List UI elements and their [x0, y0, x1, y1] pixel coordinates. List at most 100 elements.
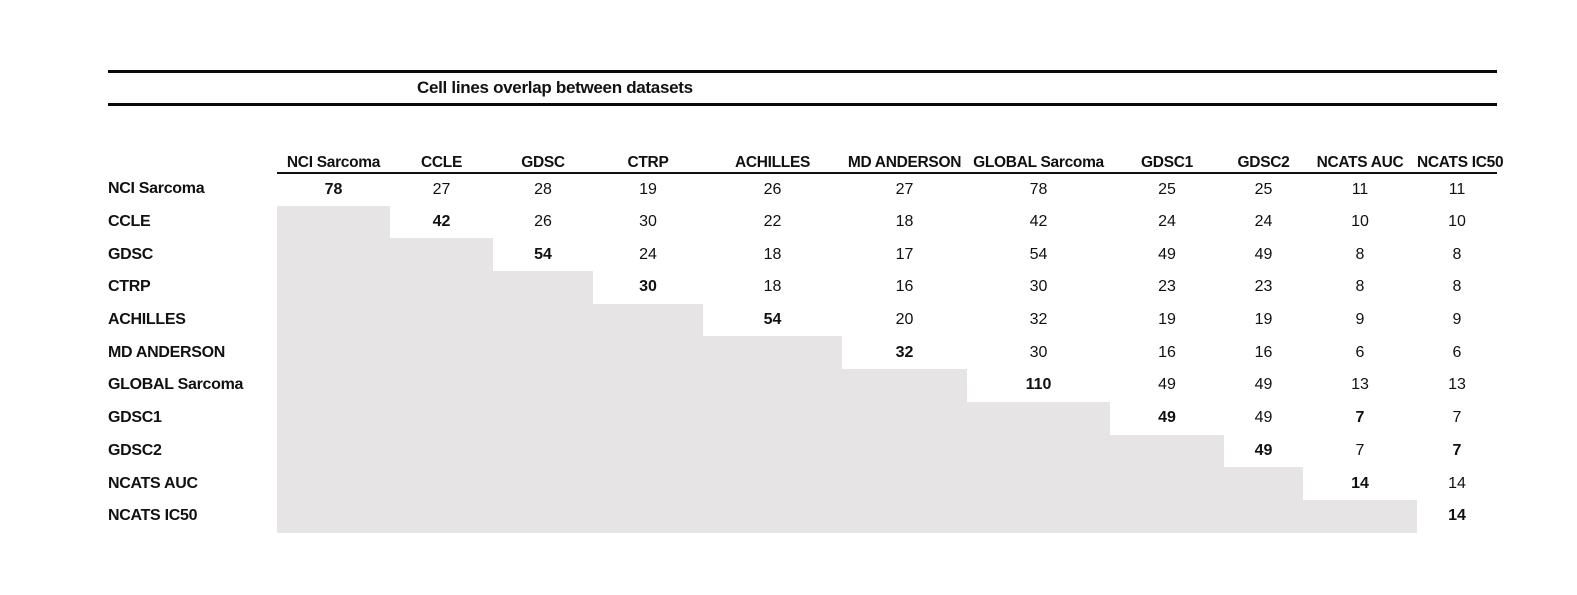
- shaded-cell: [593, 434, 703, 468]
- table-row: ACHILLES 54 20 32 19 19 9 9: [108, 303, 1497, 337]
- matrix-cell: 49: [1158, 245, 1176, 263]
- matrix-cell: 17: [895, 245, 914, 263]
- column-header: CCLE: [390, 142, 493, 174]
- row-label: NCATS AUC: [108, 474, 198, 492]
- row-label: CTRP: [108, 278, 151, 296]
- shaded-cell: [703, 467, 842, 500]
- shaded-cell: [493, 369, 593, 402]
- matrix-cell: 19: [639, 180, 657, 198]
- shaded-cell: [1110, 467, 1224, 500]
- matrix-cell: 14: [1351, 474, 1369, 492]
- table-row: NCI Sarcoma 78 27 28 19 26 27 78 25 25 11 11: [108, 173, 1497, 206]
- shaded-cell: [842, 467, 967, 500]
- matrix-cell: 54: [763, 311, 782, 329]
- table-row: NCATS AUC 14 14: [108, 467, 1497, 500]
- shaded-cell: [593, 336, 703, 370]
- shaded-cell: [277, 336, 390, 370]
- shaded-cell: [493, 303, 593, 337]
- column-header: ACHILLES: [703, 142, 842, 174]
- shaded-cell: [493, 467, 593, 500]
- shaded-cell: [277, 467, 390, 500]
- overlap-matrix-table: NCI Sarcoma CCLE GDSC CTRP ACHILLES MD ANDERS…: [108, 142, 1504, 533]
- shaded-cell: [593, 303, 703, 337]
- table-title: Cell lines overlap between datasets: [108, 70, 1497, 106]
- row-label: GDSC2: [108, 441, 162, 459]
- shaded-cell: [277, 369, 390, 402]
- table-row: GLOBAL Sarcoma 110 49 49 13 13: [108, 369, 1497, 402]
- matrix-cell: 49: [1254, 376, 1273, 394]
- matrix-cell: 9: [1452, 311, 1462, 329]
- shaded-cell: [493, 434, 593, 468]
- shaded-cell: [277, 499, 390, 533]
- table-row: GDSC2 49 7 7: [108, 434, 1497, 468]
- matrix-cell: 42: [432, 213, 451, 231]
- matrix-cell: 32: [1029, 311, 1048, 329]
- row-label: GLOBAL Sarcoma: [108, 376, 244, 394]
- matrix-cell: 54: [534, 245, 552, 263]
- shaded-cell: [842, 499, 967, 533]
- table-figure: Cell lines overlap between datasets NCI …: [108, 70, 1504, 533]
- shaded-cell: [842, 401, 967, 435]
- row-label: MD ANDERSON: [108, 343, 225, 361]
- shaded-cell: [842, 369, 967, 402]
- shaded-cell: [390, 271, 493, 304]
- matrix-cell: 8: [1355, 245, 1365, 263]
- matrix-cell: 14: [1448, 474, 1466, 492]
- row-label: NCATS IC50: [108, 507, 198, 525]
- matrix-cell: 26: [534, 213, 552, 231]
- shaded-cell: [703, 499, 842, 533]
- matrix-cell: 27: [432, 180, 451, 198]
- matrix-cell: 28: [534, 180, 552, 198]
- matrix-cell: 13: [1448, 376, 1466, 394]
- matrix-cell: 30: [1029, 343, 1048, 361]
- shaded-cell: [703, 369, 842, 402]
- matrix-cell: 9: [1355, 311, 1365, 329]
- shaded-cell: [593, 467, 703, 500]
- row-label: ACHILLES: [108, 311, 186, 329]
- column-header-row: NCI Sarcoma CCLE GDSC CTRP ACHILLES MD ANDERS…: [108, 142, 1504, 174]
- shaded-cell: [390, 467, 493, 500]
- matrix-cell: 10: [1351, 213, 1369, 231]
- matrix-cell: 49: [1158, 376, 1176, 394]
- table-row: GDSC 54 24 18 17 54 49 49 8 8: [108, 238, 1497, 272]
- matrix-cell: 22: [763, 213, 782, 231]
- matrix-cell: 23: [1254, 278, 1273, 296]
- shaded-cell: [593, 401, 703, 435]
- shaded-cell: [1224, 467, 1303, 500]
- table-row: NCATS IC50 14: [108, 499, 1497, 533]
- shaded-cell: [277, 303, 390, 337]
- shaded-cell: [1110, 499, 1224, 533]
- shaded-cell: [493, 499, 593, 533]
- column-header: GDSC1: [1110, 142, 1224, 174]
- column-header: GDSC2: [1224, 142, 1303, 174]
- matrix-cell: 10: [1448, 213, 1466, 231]
- matrix-cell: 49: [1254, 245, 1273, 263]
- matrix-cell: 30: [1029, 278, 1048, 296]
- matrix-cell: 19: [1158, 311, 1176, 329]
- shaded-cell: [390, 499, 493, 533]
- matrix-cell: 110: [1025, 376, 1052, 394]
- row-label: GDSC: [108, 245, 154, 263]
- matrix-cell: 11: [1448, 180, 1466, 198]
- matrix-cell: 54: [1029, 245, 1048, 263]
- shaded-cell: [277, 401, 390, 435]
- shaded-cell: [493, 336, 593, 370]
- shaded-cell: [1224, 499, 1303, 533]
- matrix-cell: 18: [895, 213, 914, 231]
- shaded-cell: [390, 336, 493, 370]
- shaded-cell: [1303, 499, 1417, 533]
- column-header: NCATS IC50: [1417, 142, 1504, 174]
- shaded-cell: [703, 401, 842, 435]
- matrix-cell: 8: [1452, 278, 1462, 296]
- matrix-cell: 32: [895, 343, 914, 361]
- shaded-cell: [842, 434, 967, 468]
- matrix-cell: 49: [1254, 441, 1273, 459]
- shaded-cell: [493, 271, 593, 304]
- matrix-cell: 7: [1355, 441, 1365, 459]
- shaded-cell: [1110, 434, 1224, 468]
- shaded-cell: [277, 434, 390, 468]
- matrix-cell: 20: [895, 311, 914, 329]
- matrix-cell: 16: [1254, 343, 1273, 361]
- matrix-cell: 78: [1029, 180, 1048, 198]
